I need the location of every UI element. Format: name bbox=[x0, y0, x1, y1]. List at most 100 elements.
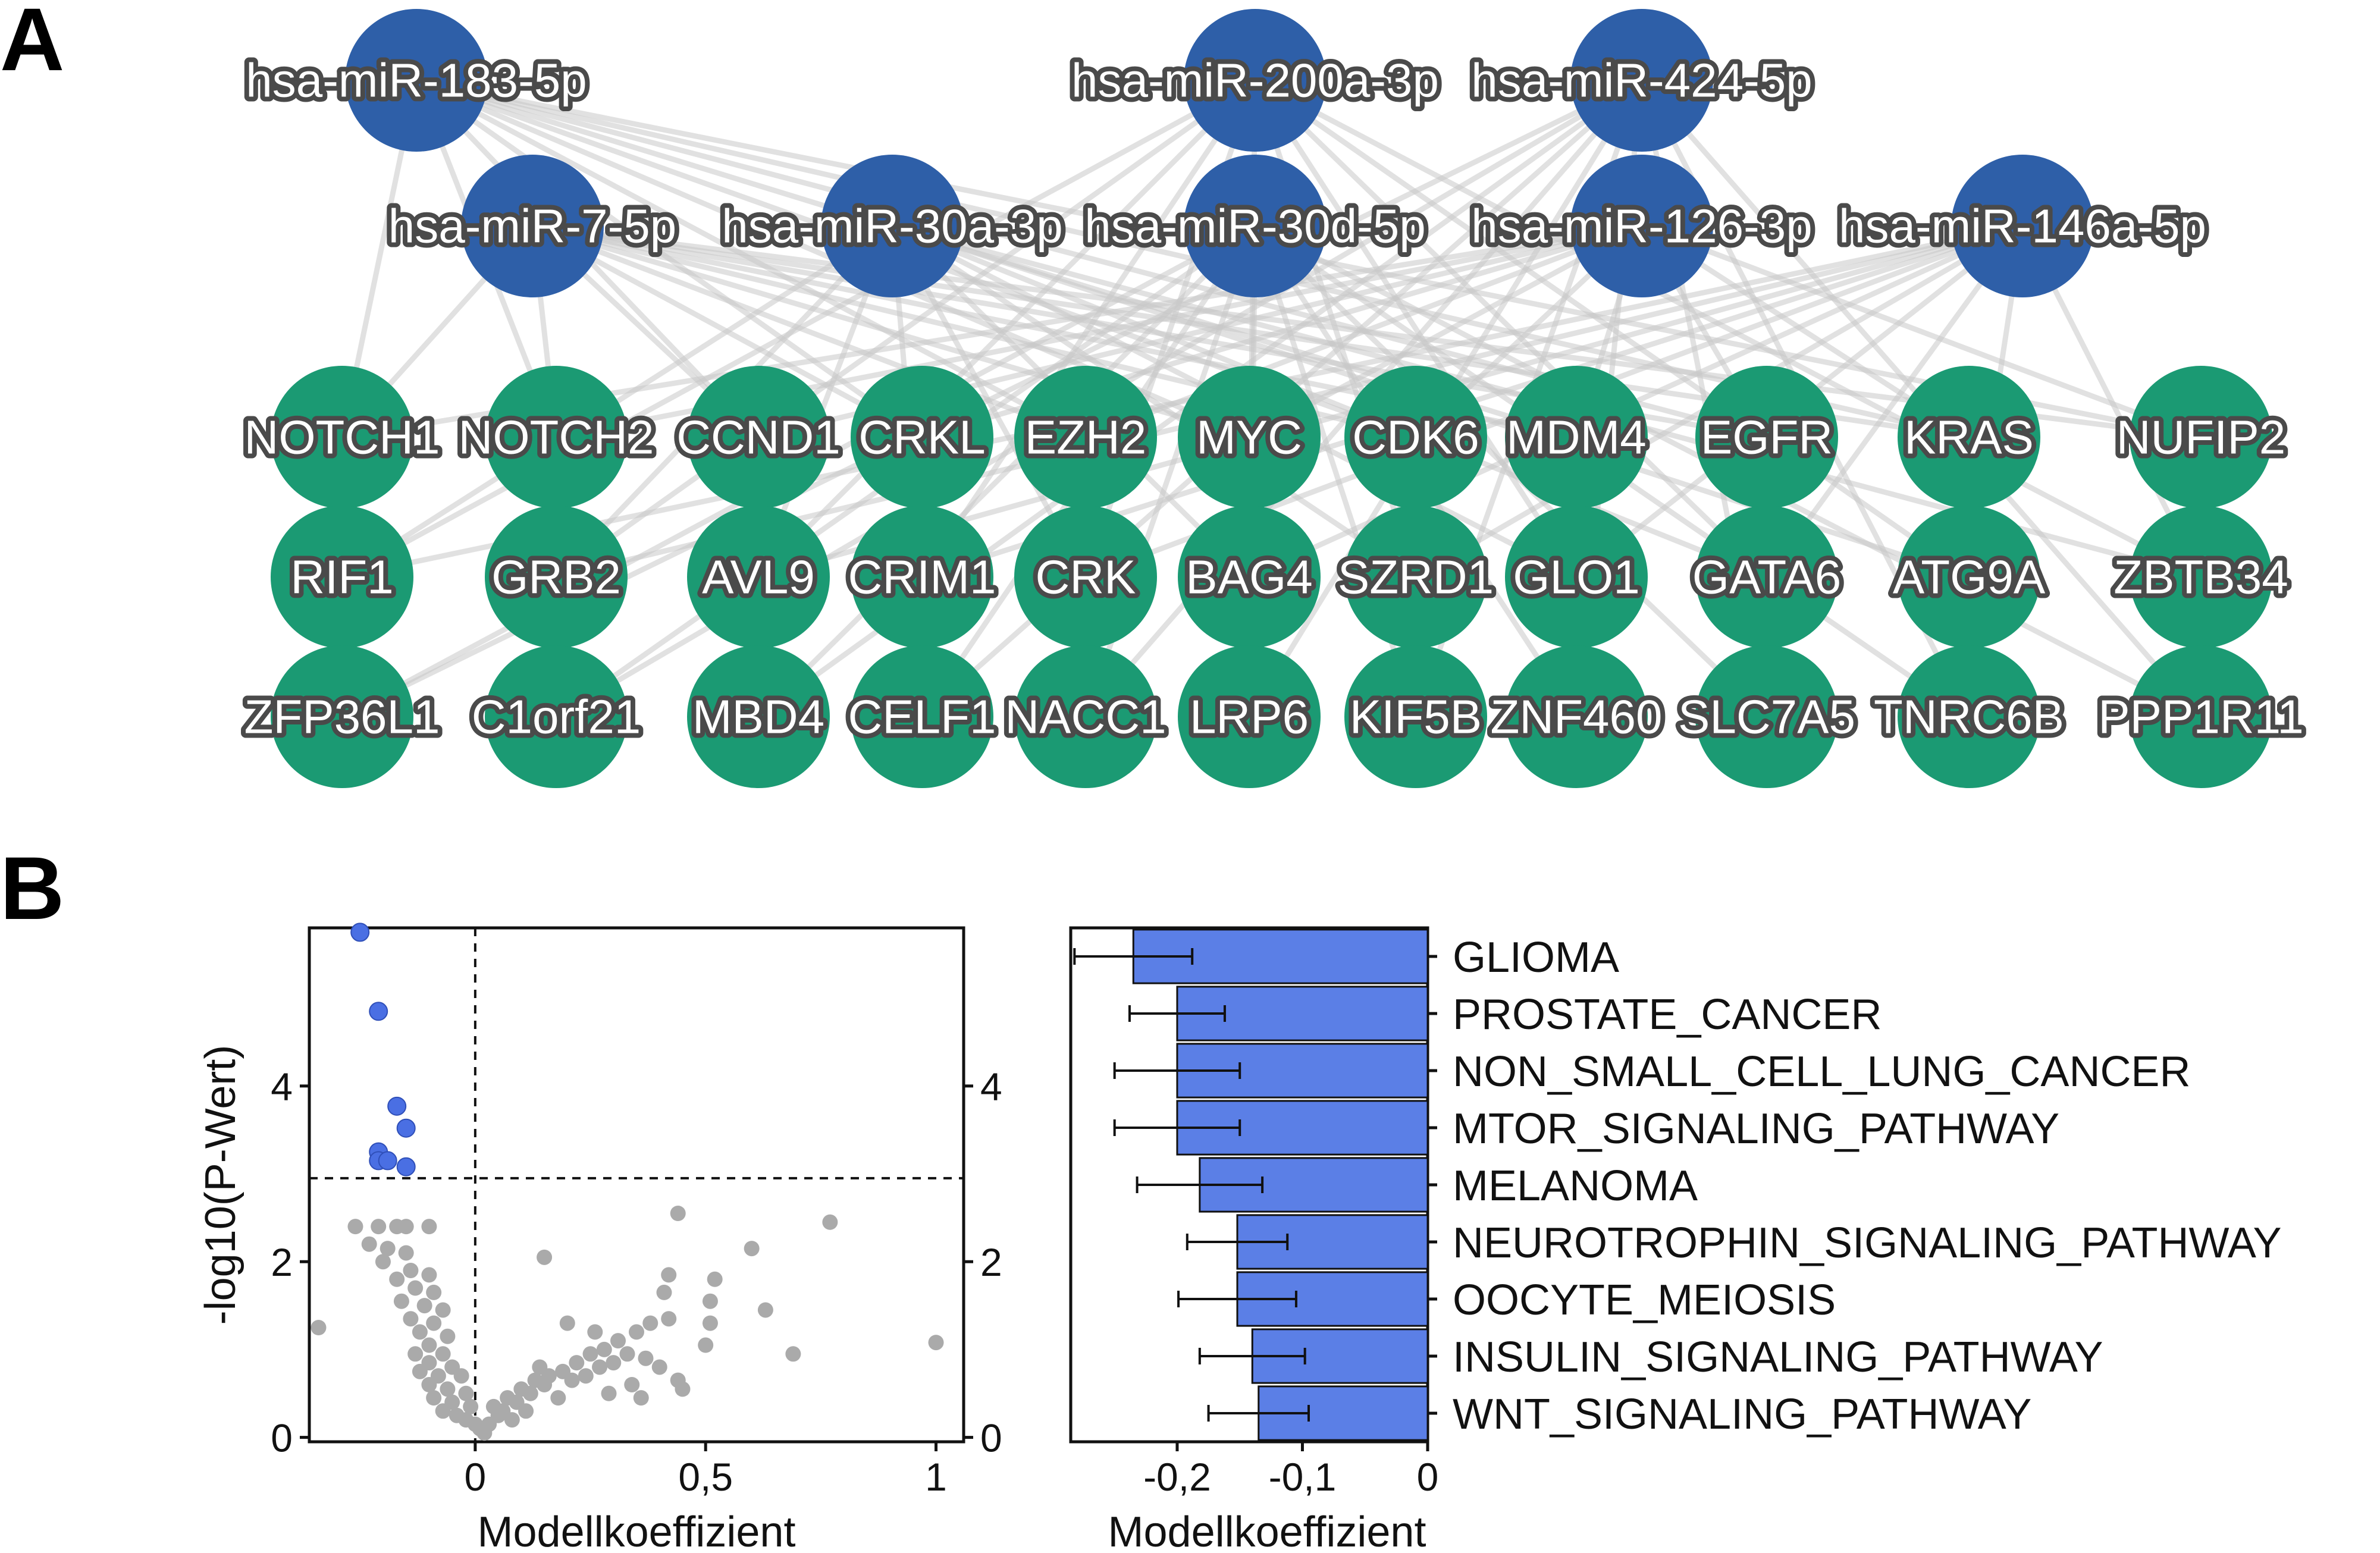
scatter-point bbox=[347, 1219, 363, 1234]
mirna-node-label: hsa-miR-126-3p bbox=[1471, 200, 1813, 253]
bar-x-tick-label: 0 bbox=[1417, 1455, 1439, 1499]
mirna-node-label: hsa-miR-30a-3p bbox=[722, 200, 1063, 253]
gene-node: SLC7A5 bbox=[1678, 645, 1855, 788]
scatter-point bbox=[703, 1316, 718, 1331]
scatter-point bbox=[620, 1346, 635, 1361]
scatter-point bbox=[426, 1316, 441, 1331]
bar-category-label: WNT_SIGNALING_PATHWAY bbox=[1453, 1391, 2031, 1438]
gene-node-label: ZFP36L1 bbox=[244, 691, 440, 743]
bar-x-tick-label: -0,2 bbox=[1143, 1455, 1211, 1499]
gene-node-label: CRIM1 bbox=[848, 551, 996, 604]
scatter-point bbox=[587, 1324, 603, 1339]
gene-node-label: ATG9A bbox=[1893, 551, 2046, 604]
scatter-point-significant bbox=[351, 923, 369, 941]
scatter-point bbox=[412, 1364, 428, 1379]
scatter-points bbox=[311, 923, 943, 1441]
gene-node-label: NOTCH1 bbox=[244, 411, 440, 464]
gene-node-label: BAG4 bbox=[1186, 551, 1312, 604]
gene-node: CRK bbox=[1014, 506, 1157, 648]
scatter-point bbox=[569, 1355, 584, 1370]
mirna-node: hsa-miR-424-5p bbox=[1471, 9, 1813, 152]
mirna-node-label: hsa-miR-30d-5p bbox=[1084, 200, 1426, 253]
scatter-point bbox=[532, 1359, 547, 1375]
scatter-point bbox=[518, 1403, 534, 1419]
gene-node: PPP1R11 bbox=[2098, 645, 2303, 788]
mirna-node-label: hsa-miR-183-5p bbox=[246, 54, 587, 107]
scatter-point bbox=[670, 1206, 686, 1221]
network-nodes: NOTCH1 NOTCH2 CCND1 CRKL EZH2 MYC CDK6 MDM4 EGFR… bbox=[244, 9, 2303, 788]
gene-node: MBD4 bbox=[687, 645, 830, 788]
volcano-scatter-plot: 0 0,5 10 02 24 4 Modellkoeffizient -log10(P-W… bbox=[197, 923, 1002, 1553]
gene-node-label: NACC1 bbox=[1005, 691, 1166, 743]
scatter-point bbox=[703, 1294, 718, 1309]
scatter-point bbox=[421, 1377, 437, 1392]
scatter-point bbox=[656, 1285, 672, 1300]
gene-node-label: CRK bbox=[1036, 551, 1136, 604]
mirna-node-label: hsa-miR-424-5p bbox=[1471, 54, 1813, 107]
gene-node-label: AVL9 bbox=[702, 551, 815, 604]
scatter-x-axis-title: Modellkoeffizient bbox=[478, 1508, 796, 1553]
scatter-point-significant bbox=[397, 1158, 415, 1176]
scatter-point-significant bbox=[388, 1097, 406, 1115]
bar-category-label: GLIOMA bbox=[1453, 934, 1619, 981]
gene-node-label: GLO1 bbox=[1513, 551, 1639, 604]
scatter-point bbox=[417, 1298, 432, 1313]
scatter-point bbox=[458, 1386, 474, 1401]
scatter-point bbox=[634, 1390, 649, 1405]
scatter-point bbox=[758, 1302, 773, 1317]
gene-node-label: CCND1 bbox=[676, 411, 841, 464]
scatter-point bbox=[421, 1338, 437, 1353]
scatter-y-axis-title: -log10(P-Wert) bbox=[197, 1045, 244, 1325]
gene-node-label: C1orf21 bbox=[472, 691, 641, 743]
scatter-y-tick-label-left: 0 bbox=[271, 1416, 293, 1460]
bar-category-label: NEUROTROPHIN_SIGNALING_PATHWAY bbox=[1453, 1219, 2282, 1267]
gene-node-label: RIF1 bbox=[290, 551, 393, 604]
gene-node: EGFR bbox=[1695, 366, 1838, 509]
gene-node-label: MBD4 bbox=[692, 691, 824, 743]
scatter-point bbox=[504, 1412, 520, 1427]
scatter-point bbox=[435, 1346, 451, 1361]
scatter-point bbox=[389, 1272, 404, 1287]
gene-node: NUFIP2 bbox=[2116, 366, 2286, 509]
scatter-point bbox=[610, 1333, 626, 1348]
scatter-y-tick-label-right: 0 bbox=[980, 1416, 1002, 1460]
gene-node: BAG4 bbox=[1178, 506, 1321, 648]
bar-category-label: MTOR_SIGNALING_PATHWAY bbox=[1453, 1105, 2059, 1153]
gene-node-label: GATA6 bbox=[1692, 551, 1841, 604]
scatter-point bbox=[375, 1254, 391, 1269]
scatter-point bbox=[463, 1399, 478, 1414]
gene-node: CDK6 bbox=[1344, 366, 1487, 509]
gene-node-label: CDK6 bbox=[1352, 411, 1479, 464]
scatter-point bbox=[537, 1250, 552, 1265]
scatter-point bbox=[675, 1381, 690, 1397]
scatter-point bbox=[560, 1316, 575, 1331]
scatter-x-tick-label: 1 bbox=[925, 1455, 947, 1499]
scatter-point bbox=[412, 1324, 428, 1339]
scatter-point bbox=[426, 1390, 441, 1405]
mirna-node-label: hsa-miR-200a-3p bbox=[1071, 54, 1439, 107]
pathway-bar-chart: GLIOMA PROSTATE_CANCER NON_SMALL_CELL_LUNG… bbox=[1071, 928, 2282, 1553]
bar-chart-x-axis-title: Modellkoeffizient bbox=[1108, 1508, 1426, 1553]
scatter-point bbox=[440, 1329, 455, 1344]
scatter-point-significant bbox=[369, 1002, 387, 1020]
scatter-point bbox=[550, 1390, 566, 1405]
scatter-point bbox=[362, 1237, 377, 1252]
scatter-point bbox=[642, 1316, 658, 1331]
gene-node: MDM4 bbox=[1505, 366, 1648, 509]
scatter-point bbox=[399, 1245, 414, 1260]
gene-node: AVL9 bbox=[687, 506, 830, 648]
scatter-point bbox=[435, 1302, 451, 1317]
scatter-point bbox=[371, 1219, 386, 1234]
gene-node-label: MYC bbox=[1196, 411, 1302, 464]
scatter-point bbox=[661, 1267, 676, 1282]
gene-node: CRKL bbox=[851, 366, 993, 509]
gene-node: ZBTB34 bbox=[2114, 506, 2288, 648]
scatter-point-significant bbox=[379, 1152, 397, 1169]
scatter-point bbox=[929, 1335, 944, 1350]
gene-node-label: KRAS bbox=[1904, 411, 2034, 464]
scatter-point bbox=[597, 1342, 612, 1357]
panel-label-b: B bbox=[0, 838, 64, 938]
gene-node-label: KIF5B bbox=[1350, 691, 1482, 743]
scatter-point bbox=[578, 1368, 594, 1383]
